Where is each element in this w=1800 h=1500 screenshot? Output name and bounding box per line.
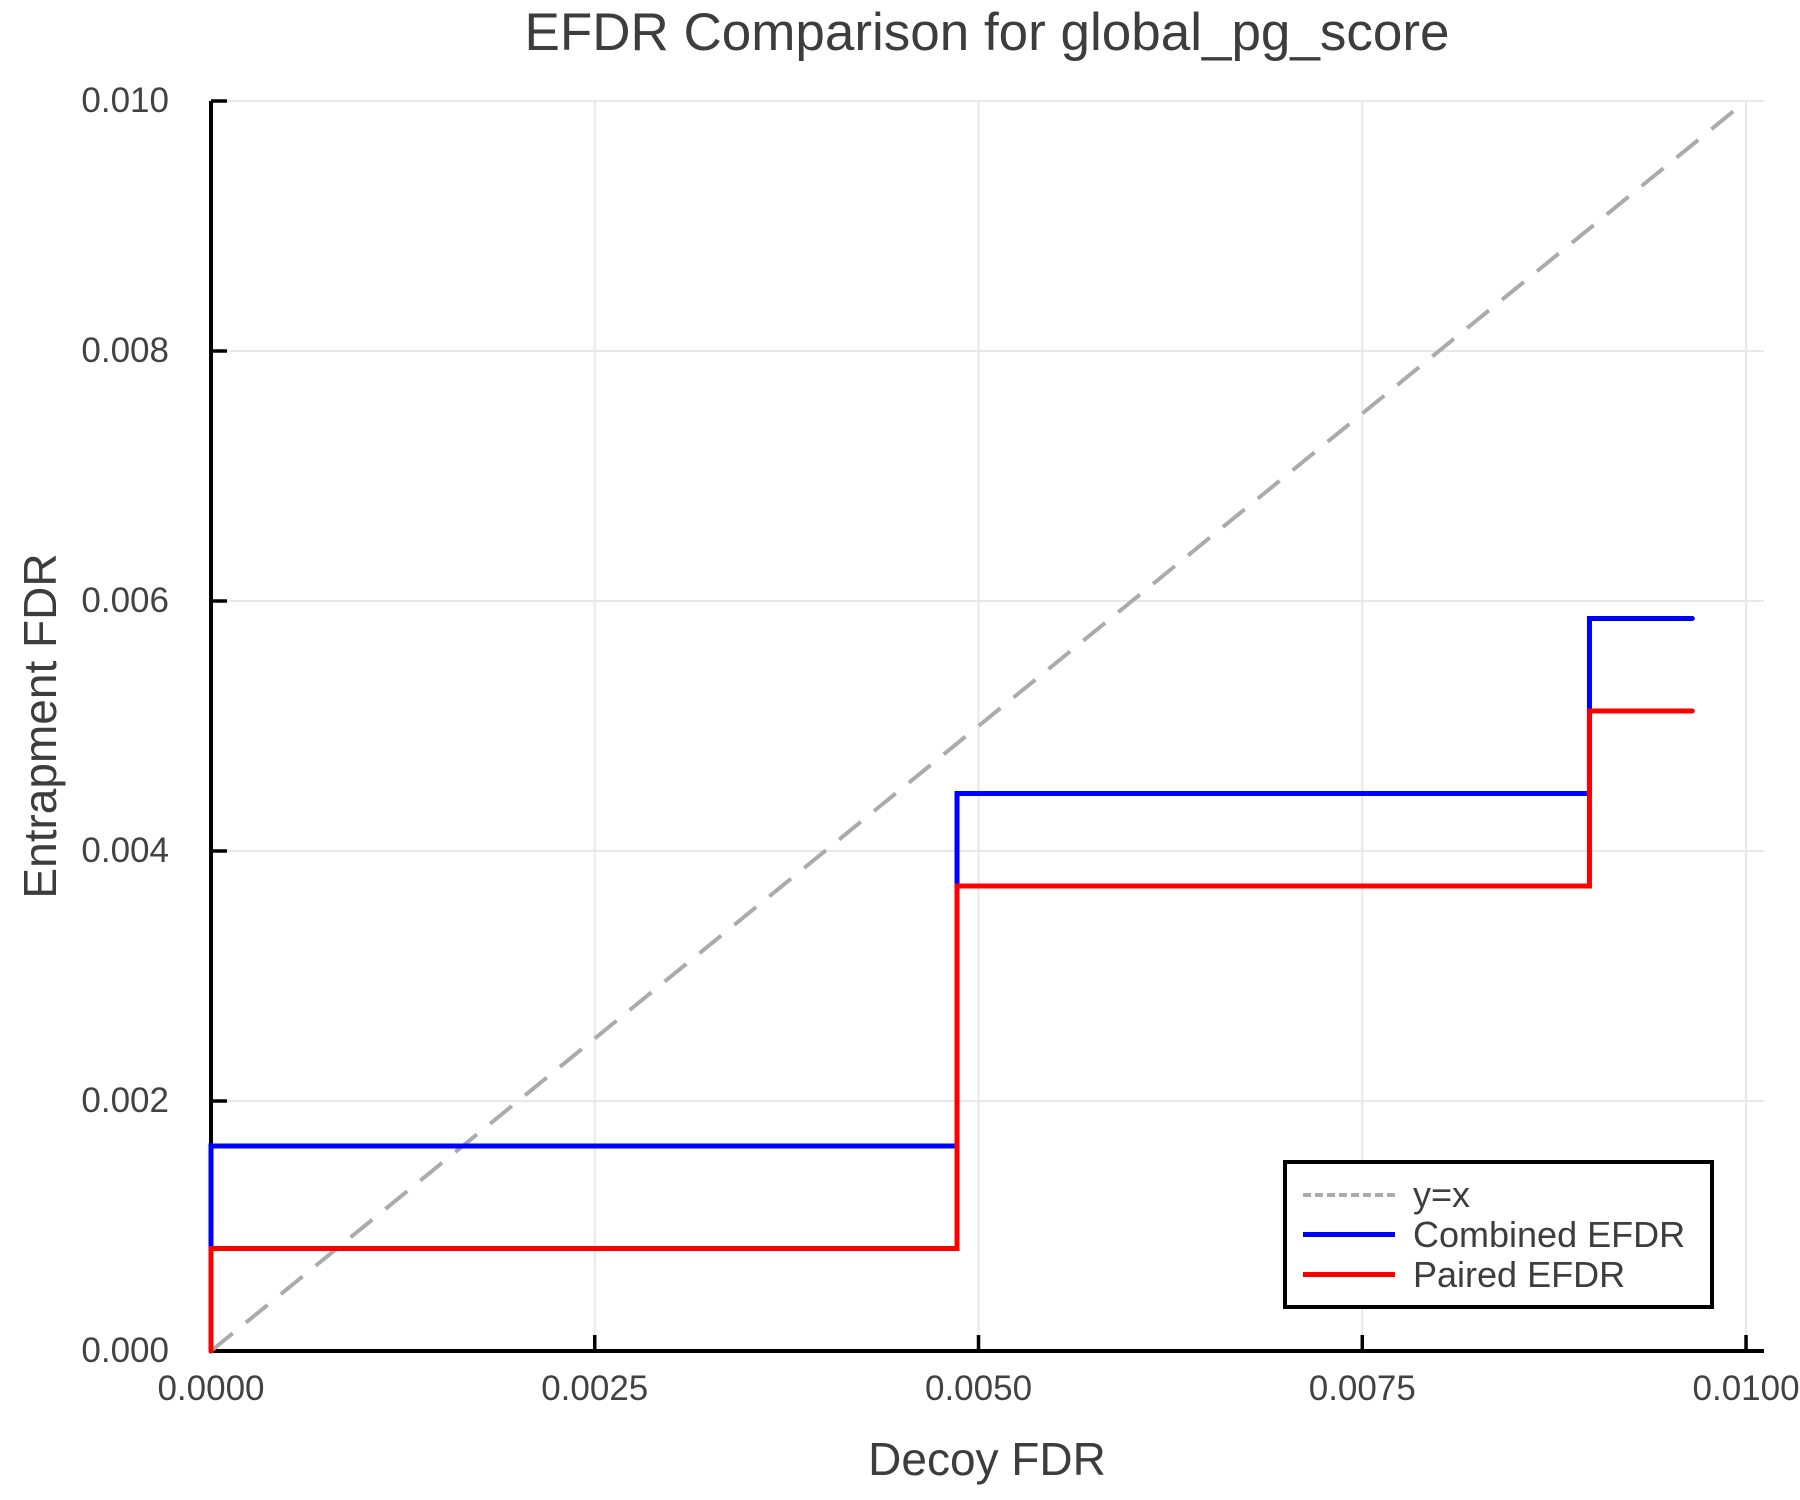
y-tick-label: 0.002 [81, 1081, 169, 1120]
dashed-line-swatch-icon [1303, 1192, 1395, 1197]
y-tick-label: 0.006 [81, 581, 169, 620]
legend: y=x Combined EFDR Paired EFDR [1283, 1160, 1714, 1309]
legend-label: Combined EFDR [1413, 1213, 1686, 1255]
series-paired-efdr [208, 708, 1695, 1354]
y-tick-label: 0.010 [81, 81, 169, 120]
legend-item-y-equals-x: y=x [1303, 1176, 1710, 1214]
x-tick-label: 0.0100 [1692, 1369, 1800, 1408]
legend-item-paired-efdr: Paired EFDR [1303, 1256, 1710, 1294]
y-tick-label: 0.008 [81, 331, 169, 370]
legend-label: Paired EFDR [1413, 1253, 1626, 1295]
y-axis-label: Entrapment FDR [14, 553, 66, 899]
x-axis-label: Decoy FDR [868, 1433, 1106, 1485]
chart-title: EFDR Comparison for global_pg_score [524, 3, 1450, 62]
series-combined-efdr [208, 616, 1695, 1354]
legend-label: y=x [1413, 1173, 1471, 1215]
y-tick-label: 0.000 [81, 1331, 169, 1370]
red-line-swatch-icon [1303, 1272, 1395, 1277]
y-tick-label: 0.004 [81, 831, 169, 870]
y-equals-x-line [209, 99, 1748, 1353]
legend-item-combined-efdr: Combined EFDR [1303, 1216, 1710, 1254]
x-tick-label: 0.0050 [924, 1369, 1033, 1408]
blue-line-swatch-icon [1303, 1232, 1395, 1237]
x-tick-label: 0.0025 [541, 1369, 649, 1408]
x-tick-label: 0.0000 [157, 1369, 265, 1408]
x-tick-label: 0.0075 [1308, 1369, 1416, 1408]
